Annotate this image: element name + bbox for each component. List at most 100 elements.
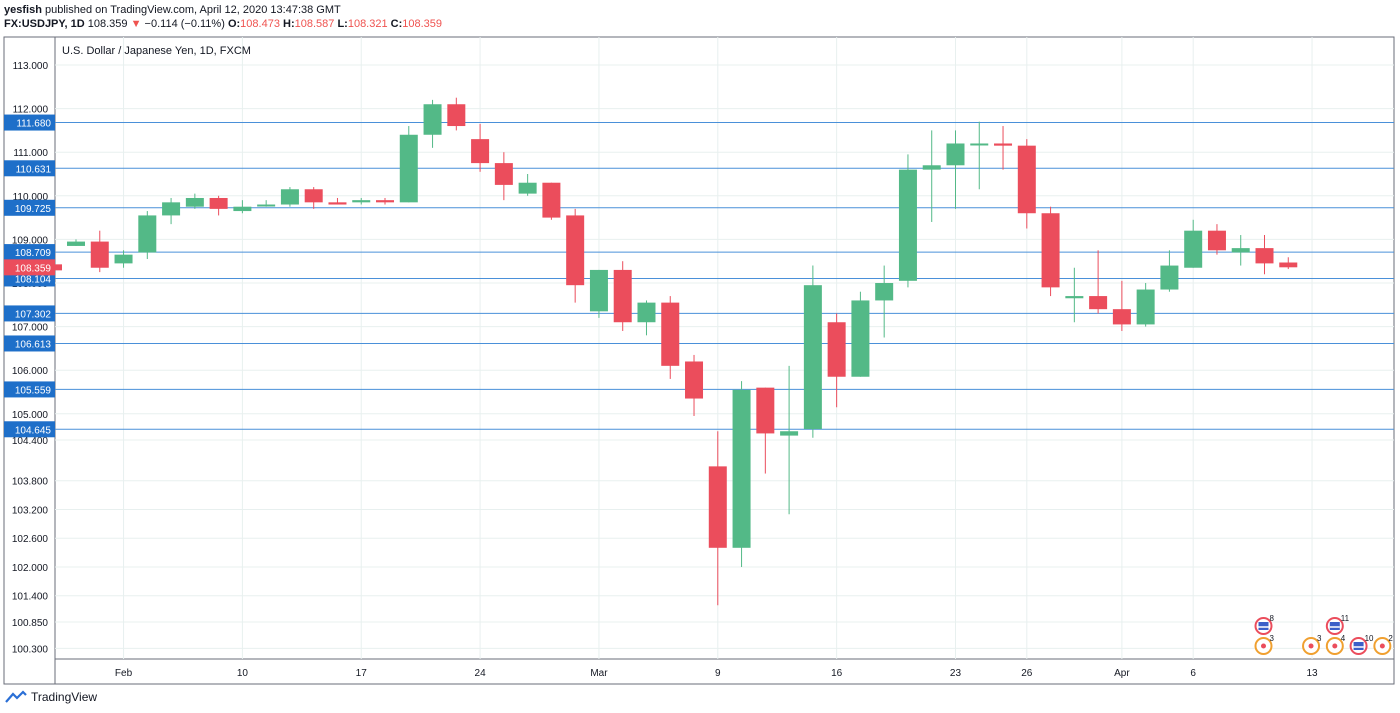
candle-up	[922, 165, 941, 170]
candle-up	[1160, 265, 1179, 290]
candle-down	[1112, 309, 1131, 325]
open-value: 108.473	[240, 18, 280, 30]
event-dot-center	[1308, 643, 1314, 649]
y-tick-label: 103.800	[12, 477, 49, 488]
candle-down	[1255, 248, 1274, 264]
publish-info: published on TradingView.com, April 12, …	[44, 4, 341, 16]
candle-up	[114, 254, 133, 264]
y-tick-label: 113.000	[13, 61, 49, 72]
candle-up	[233, 206, 252, 212]
chart-frame	[3, 36, 1395, 685]
event-dot-center	[1332, 643, 1338, 649]
event-count: 8	[1270, 614, 1275, 623]
candle-up	[423, 104, 442, 135]
candle-down	[661, 302, 680, 366]
current-price-label: 108.359	[15, 263, 52, 274]
candle-down	[1089, 296, 1108, 310]
x-tick-label: Feb	[115, 668, 133, 679]
level-label-box	[4, 305, 55, 322]
candle-up	[280, 189, 299, 205]
candle-down	[685, 361, 704, 399]
high-label: H:	[283, 18, 295, 30]
open-label: O:	[227, 18, 241, 30]
candle-up	[399, 134, 418, 203]
us-flag-canton	[1329, 622, 1340, 630]
symbol-label[interactable]: FX:USDJPY, 1D	[4, 18, 85, 30]
candle-up	[352, 200, 371, 203]
candle-down	[1041, 213, 1060, 288]
event-count: 10	[1365, 634, 1374, 643]
level-labels: 111.680 110.631 109.725 108.709 108.104 107.3…	[4, 114, 62, 438]
level-label-box	[4, 381, 55, 398]
chart-title: U.S. Dollar / Japanese Yen, 1D, FXCM	[62, 45, 251, 57]
us-flag-canton	[1258, 622, 1269, 630]
low-value: 108.321	[347, 18, 388, 30]
horizontal-levels[interactable]	[55, 122, 1394, 430]
candle-down	[304, 189, 323, 203]
close-value: 108.359	[402, 18, 443, 30]
candle-down	[566, 215, 585, 286]
candle-down	[209, 197, 228, 209]
y-tick-label: 110.000	[13, 192, 49, 203]
level-label: 104.645	[15, 425, 52, 436]
candle-up	[803, 285, 822, 430]
event-markers[interactable]: 8 3 3 11 4 10 2	[1254, 614, 1394, 655]
x-tick-label: 16	[831, 668, 843, 679]
candle-up	[970, 143, 989, 146]
event-dot-center	[1261, 643, 1266, 649]
footer-brand: TradingView	[31, 690, 98, 704]
tradingview-logo-icon	[5, 690, 27, 703]
candle-up	[946, 143, 965, 166]
candles	[67, 97, 1298, 606]
event-count: 11	[1341, 614, 1350, 623]
candle-up	[518, 182, 537, 194]
level-label: 111.680	[16, 119, 51, 130]
down-arrow-icon: ▼	[130, 18, 142, 30]
tradingview-logo[interactable]: TradingView	[5, 690, 97, 704]
level-label-box	[4, 114, 55, 131]
x-tick-label: 26	[1021, 668, 1033, 679]
candle-up	[67, 241, 85, 246]
low-label: L:	[337, 18, 348, 30]
candle-down	[708, 466, 727, 548]
candle-down	[471, 139, 490, 164]
y-tick-label: 107.000	[12, 323, 49, 334]
y-tick-label: 101.400	[12, 592, 49, 603]
event-count: 4	[1341, 634, 1346, 643]
candle-up	[732, 389, 751, 548]
grid	[55, 37, 1394, 659]
candle-down	[1017, 145, 1036, 214]
y-tick-label: 102.600	[12, 534, 49, 545]
x-tick-label: 13	[1306, 668, 1318, 679]
publish-line: yesfish published on TradingView.com, Ap…	[4, 4, 341, 16]
price-axis: 113.000112.000111.000110.000109.000108.0…	[12, 61, 49, 655]
author-name[interactable]: yesfish	[4, 4, 42, 16]
x-tick-label: 17	[356, 668, 368, 679]
candle-up	[851, 300, 870, 377]
level-label-box	[4, 335, 55, 352]
y-tick-label: 104.400	[12, 436, 49, 447]
event-count: 2	[1388, 634, 1393, 643]
current-price-box	[4, 259, 55, 276]
x-tick-label: 24	[475, 668, 487, 679]
y-tick-label: 100.300	[12, 644, 49, 655]
y-tick-label: 112.000	[13, 105, 49, 116]
x-tick-label: Apr	[1114, 668, 1130, 679]
candle-up	[1065, 296, 1084, 299]
level-label-box	[4, 199, 55, 216]
candle-up	[637, 302, 656, 323]
time-axis: Feb 10 17 24 Mar 9 16 23 26 Apr 6 13	[115, 668, 1318, 679]
candle-up	[875, 283, 894, 301]
high-value: 108.587	[294, 18, 335, 30]
candle-up	[1184, 230, 1203, 268]
y-tick-label: 109.000	[12, 235, 49, 246]
event-count: 3	[1317, 634, 1322, 643]
level-label: 110.631	[16, 164, 52, 175]
y-tick-label: 100.850	[12, 618, 49, 629]
y-tick-label: 102.000	[12, 563, 49, 574]
candle-down	[756, 387, 775, 434]
candle-up	[257, 204, 276, 207]
x-tick-label: 10	[237, 668, 249, 679]
candle-down	[447, 104, 466, 127]
